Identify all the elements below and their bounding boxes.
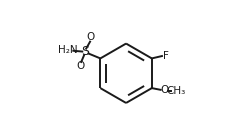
Text: S: S xyxy=(81,45,89,58)
Text: O: O xyxy=(87,32,95,42)
Text: F: F xyxy=(163,51,168,61)
Text: CH₃: CH₃ xyxy=(166,86,185,96)
Text: O: O xyxy=(160,86,168,95)
Text: O: O xyxy=(76,61,85,71)
Text: H₂N: H₂N xyxy=(58,46,78,55)
